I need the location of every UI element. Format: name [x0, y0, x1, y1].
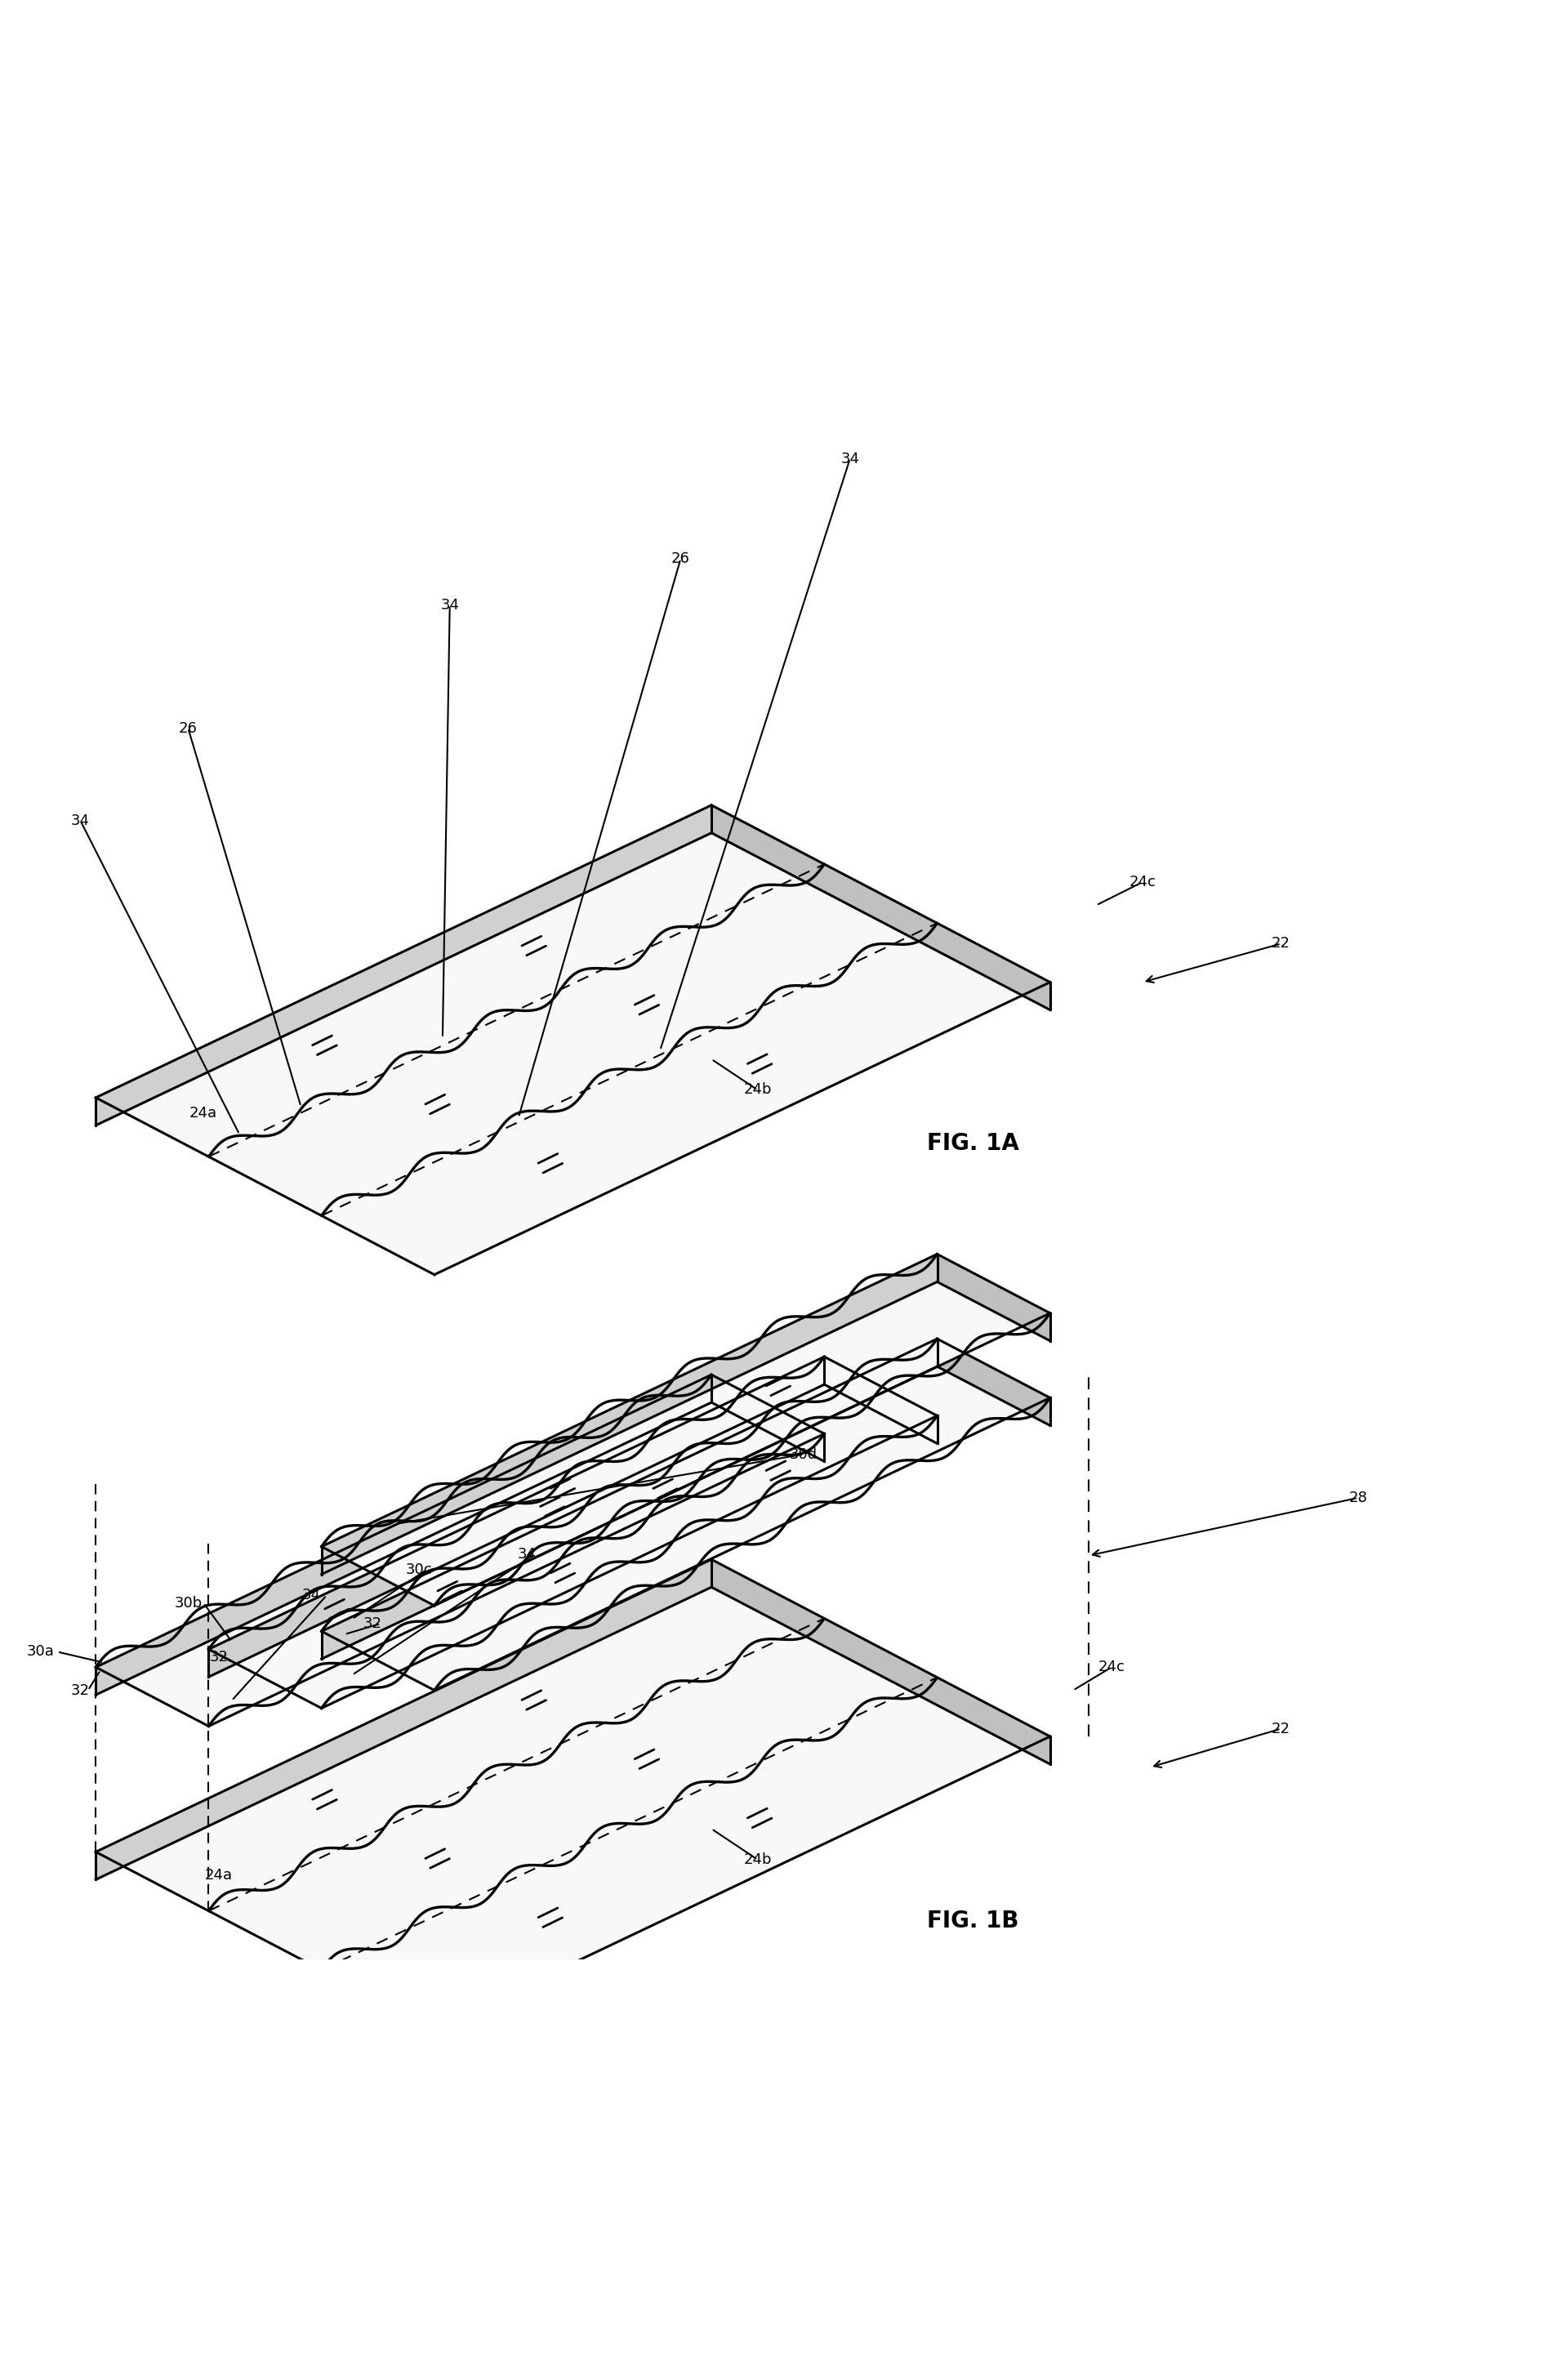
- Polygon shape: [711, 804, 1050, 1009]
- Polygon shape: [209, 1357, 937, 1709]
- Text: 30d: 30d: [790, 1447, 818, 1461]
- Text: 32: 32: [363, 1616, 382, 1630]
- Text: 34: 34: [841, 452, 860, 466]
- Text: 24b: 24b: [744, 1083, 771, 1097]
- Polygon shape: [322, 1340, 937, 1659]
- Text: 24c: 24c: [1129, 876, 1156, 890]
- Polygon shape: [937, 1340, 1050, 1426]
- Polygon shape: [322, 1254, 937, 1573]
- Text: 24a: 24a: [190, 1107, 218, 1121]
- Text: 26: 26: [671, 552, 690, 566]
- Text: 34: 34: [71, 814, 90, 828]
- Polygon shape: [711, 1376, 824, 1461]
- Polygon shape: [322, 1254, 1050, 1607]
- Text: FIG. 1B: FIG. 1B: [928, 1909, 1019, 1933]
- Polygon shape: [96, 1376, 824, 1726]
- Polygon shape: [209, 864, 937, 1216]
- Text: 30c: 30c: [405, 1561, 433, 1578]
- Polygon shape: [322, 1340, 1050, 1690]
- Polygon shape: [322, 1678, 1050, 2028]
- Text: 34: 34: [441, 597, 459, 612]
- Polygon shape: [96, 804, 711, 1126]
- Text: 22: 22: [1271, 935, 1291, 952]
- Text: 34: 34: [518, 1547, 536, 1561]
- Polygon shape: [209, 1618, 937, 1971]
- Text: 24c: 24c: [1098, 1659, 1125, 1676]
- Polygon shape: [209, 1357, 824, 1678]
- Text: 24a: 24a: [206, 1868, 233, 1883]
- Polygon shape: [96, 1559, 824, 1911]
- Text: 26: 26: [179, 721, 198, 735]
- Polygon shape: [96, 1559, 711, 1880]
- Text: 34: 34: [301, 1587, 320, 1602]
- Polygon shape: [96, 804, 824, 1157]
- Text: FIG. 1A: FIG. 1A: [928, 1133, 1019, 1154]
- Text: 32: 32: [71, 1683, 90, 1697]
- Polygon shape: [711, 1559, 1050, 1764]
- Text: 32: 32: [210, 1649, 229, 1664]
- Text: 24b: 24b: [744, 1852, 771, 1866]
- Text: 22: 22: [1271, 1721, 1291, 1735]
- Polygon shape: [937, 1254, 1050, 1340]
- Text: 30b: 30b: [175, 1595, 203, 1611]
- Polygon shape: [322, 923, 1050, 1276]
- Polygon shape: [96, 1376, 711, 1695]
- Text: 28: 28: [1348, 1490, 1367, 1504]
- Polygon shape: [824, 1357, 937, 1445]
- Text: 30a: 30a: [26, 1645, 54, 1659]
